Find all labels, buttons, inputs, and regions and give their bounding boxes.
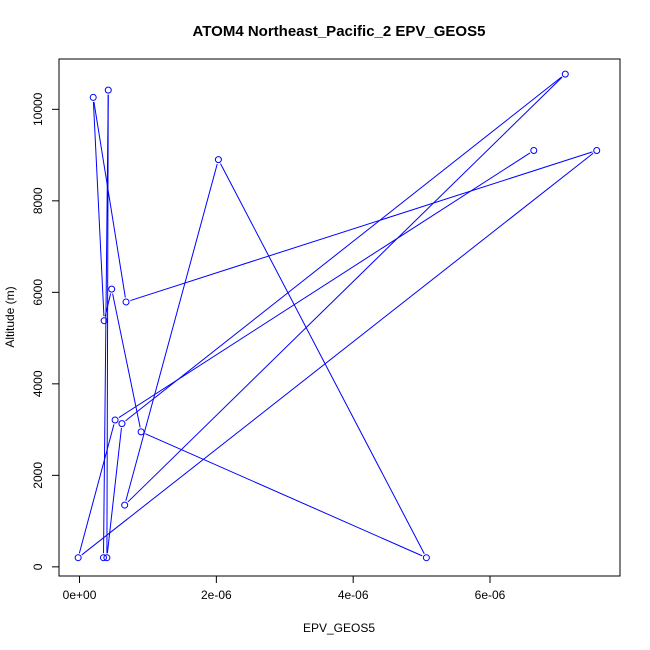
series-segment xyxy=(127,76,563,503)
data-point xyxy=(118,420,126,428)
series-segment xyxy=(112,293,141,428)
series-segment xyxy=(92,101,105,317)
series-segment xyxy=(130,151,593,302)
x-axis-label: EPV_GEOS5 xyxy=(303,621,375,635)
x-tick-label: 6e-06 xyxy=(475,588,506,602)
y-axis-label: Altitude (m) xyxy=(3,286,17,347)
series-segment xyxy=(81,152,594,556)
data-point xyxy=(111,416,119,424)
series-segment xyxy=(78,424,115,554)
series-segment xyxy=(106,94,109,554)
data-point xyxy=(137,428,145,436)
y-tick-label: 8000 xyxy=(31,187,45,214)
series-segment xyxy=(106,428,122,554)
series-segment xyxy=(104,293,112,317)
chart-title: ATOM4 Northeast_Pacific_2 EPV_GEOS5 xyxy=(193,23,486,40)
data-point xyxy=(89,93,97,101)
data-point xyxy=(108,285,116,293)
y-tick-label: 10000 xyxy=(31,92,45,126)
data-point xyxy=(103,554,111,562)
series-segment xyxy=(125,163,218,501)
series-segment xyxy=(93,101,126,298)
data-point xyxy=(214,156,222,164)
series-segment xyxy=(103,94,109,554)
data-point xyxy=(422,554,430,562)
data-point xyxy=(100,317,108,325)
y-axis: 0 2000 4000 6000 8000 10000 xyxy=(31,92,59,570)
data-point xyxy=(104,86,112,94)
data-point xyxy=(593,147,601,155)
data-point xyxy=(122,298,130,306)
series-segment xyxy=(220,163,425,554)
x-tick-label: 4e-06 xyxy=(338,588,369,602)
y-tick-label: 2000 xyxy=(31,462,45,489)
data-point xyxy=(74,554,82,562)
series-segment xyxy=(145,433,423,557)
plot-frame xyxy=(58,58,621,577)
series-segment xyxy=(125,76,563,422)
data-point xyxy=(561,70,569,78)
y-tick-label: 4000 xyxy=(31,370,45,397)
x-tick-label: 0e+00 xyxy=(63,588,97,602)
data-point xyxy=(530,147,538,155)
series-segment xyxy=(118,152,531,418)
y-tick-label: 6000 xyxy=(31,279,45,306)
data-series xyxy=(74,70,601,562)
x-tick-label: 2e-06 xyxy=(201,588,232,602)
x-axis: 0e+00 2e-06 4e-06 6e-06 xyxy=(63,576,506,602)
y-tick-label: 0 xyxy=(31,563,45,570)
data-point xyxy=(99,554,107,562)
data-point xyxy=(121,501,129,509)
